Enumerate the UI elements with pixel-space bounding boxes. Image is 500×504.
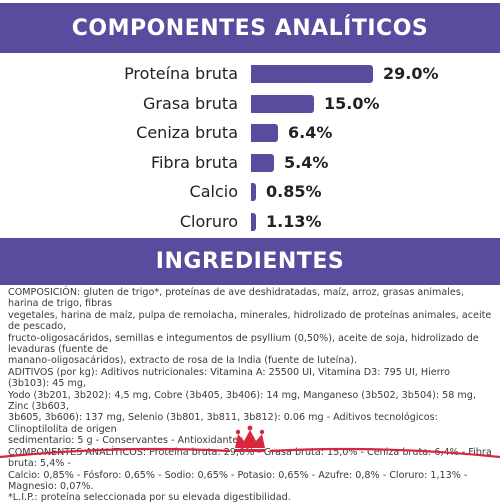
bar-label: Fibra bruta — [150, 152, 238, 172]
analytics-banner: COMPONENTES ANALÍTICOS — [0, 3, 500, 53]
bar-value-label: 29.0% — [383, 64, 439, 83]
chart-row: Grasa bruta 15.0% — [0, 93, 500, 115]
ingredients-line: *L.I.P.: proteína seleccionada por su el… — [8, 492, 291, 504]
crown-icon — [235, 425, 265, 452]
ingredients-text: COMPOSICIÓN: gluten de trigo*, proteínas… — [8, 287, 493, 504]
bar-value-label: 5.4% — [284, 152, 329, 172]
chart-row: Calcio 0.85% — [0, 181, 500, 203]
ingredients-line: fructo-oligosacáridos, semillas e integu… — [8, 332, 479, 356]
chart-row: Cloruro 1.13% — [0, 211, 500, 233]
bar — [251, 94, 314, 113]
bar — [251, 124, 278, 142]
bar — [251, 212, 256, 231]
ingredients-line: ADITIVOS (por kg): Aditivos nutricionale… — [8, 366, 451, 390]
analytics-title: COMPONENTES ANALÍTICOS — [71, 15, 429, 41]
ingredients-line: COMPOSICIÓN: gluten de trigo*, proteínas… — [8, 287, 464, 310]
bar-value-label: 15.0% — [324, 93, 380, 113]
ingredients-line: vegetales, harina de maíz, pulpa de remo… — [8, 309, 492, 333]
chart-row: Fibra bruta 5.4% — [0, 152, 500, 174]
ingredients-line: COMPONENTES ANALÍTICOS: Proteína bruta: … — [8, 446, 492, 470]
ingredients-line: manano-oligosacáridos), extracto de rosa… — [8, 355, 358, 367]
bar — [251, 183, 256, 201]
bar-value-label: 1.13% — [266, 211, 322, 231]
ingredients-line: Yodo (3b201, 3b202): 4,5 mg, Cobre (3b40… — [8, 389, 476, 413]
ingredients-line: 3b605, 3b606): 137 mg, Selenio (3b801, 3… — [8, 412, 438, 435]
bar-label: Proteína bruta — [124, 64, 238, 83]
ingredients-line: sedimentario: 5 g - Conservantes - Antio… — [8, 435, 247, 447]
bar — [251, 153, 274, 172]
chart-row: Proteína bruta 29.0% — [0, 63, 500, 85]
bar-label: Cloruro — [179, 211, 238, 231]
ingredients-banner: INGREDIENTES — [0, 238, 500, 285]
ingredients-title: INGREDIENTES — [155, 249, 345, 274]
bar-value-label: 0.85% — [266, 182, 322, 201]
bar — [251, 65, 373, 83]
bar-label: Calcio — [189, 182, 238, 201]
bar-label: Ceniza bruta — [136, 123, 238, 142]
ingredients-line: Calcio: 0,85% - Fósforo: 0,65% - Sodio: … — [8, 469, 468, 492]
chart-row: Ceniza bruta 6.4% — [0, 122, 500, 144]
footer-swoosh — [0, 447, 500, 459]
bar-value-label: 6.4% — [288, 123, 333, 142]
bar-label: Grasa bruta — [143, 93, 238, 113]
